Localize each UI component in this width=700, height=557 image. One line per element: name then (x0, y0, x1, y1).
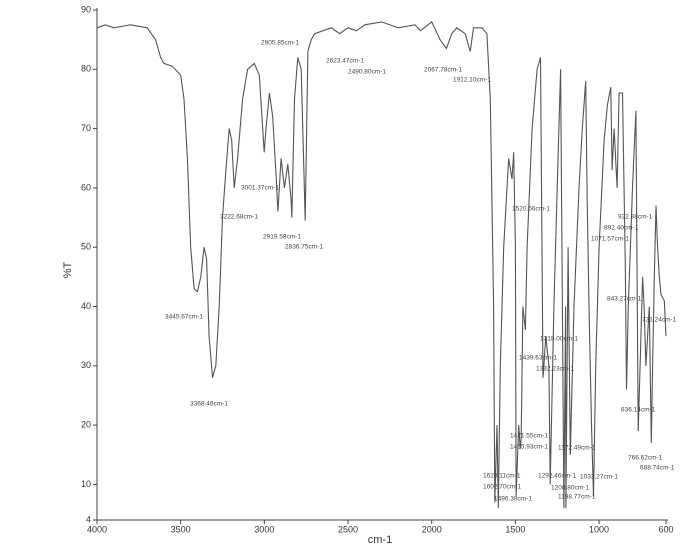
x-tick-label: 1500 (505, 524, 525, 534)
peak-annotation: 1465.93cm-1 (510, 444, 548, 451)
spectrum-line (96, 21, 667, 509)
peak-annotation: 1172.49cm-1 (558, 445, 596, 452)
peak-annotation: 3222.68cm-1 (220, 214, 258, 221)
peak-annotation: 1198.77cm-1 (558, 494, 596, 501)
peak-annotation: 922.88cm-1 (618, 214, 653, 221)
y-tick-label: 60 (81, 182, 91, 192)
peak-annotation: 836.14cm-1 (621, 407, 656, 414)
x-axis-title: cm-1 (368, 534, 392, 546)
peak-annotation: 3001.37cm-1 (241, 185, 279, 192)
peak-annotation: 3368.46cm-1 (190, 401, 228, 408)
peak-annotation: 843.27cm-1 (607, 296, 642, 303)
x-tick-label: 600 (658, 524, 673, 534)
peak-annotation: 1496.38cm-1 (494, 496, 532, 503)
peak-annotation: 2623.47cm-1 (326, 58, 364, 65)
y-tick-label: 4 (86, 514, 91, 524)
y-tick-label: 90 (81, 4, 91, 14)
y-tick-label: 80 (81, 64, 91, 74)
y-tick-label: 70 (81, 123, 91, 133)
peak-annotation: 1033.27cm-1 (580, 474, 618, 481)
y-tick-label: 40 (81, 301, 91, 311)
peak-annotation: 2905.85cm-1 (261, 40, 299, 47)
y-axis-title: %T (62, 261, 74, 278)
x-tick-label: 3000 (254, 524, 274, 534)
peak-annotation: 892.40cm-1 (604, 225, 639, 232)
peak-annotation: 688.74cm-1 (640, 465, 675, 472)
peak-annotation: 1471.55cm-1 (510, 433, 548, 440)
peak-annotation: 1318.00cm-1 (540, 336, 578, 343)
y-tick-label: 20 (81, 419, 91, 429)
peak-annotation: 2836.75cm-1 (285, 244, 323, 251)
y-tick-label: 30 (81, 360, 91, 370)
peak-annotation: 1332.23cm-1 (536, 366, 574, 373)
peak-annotation: 731.24cm-1 (642, 317, 677, 324)
peak-annotation: 3445.67cm-1 (165, 314, 203, 321)
peak-annotation: 1208.80cm-1 (551, 485, 589, 492)
peak-annotation: 1520.56cm-1 (512, 206, 550, 213)
peak-annotation: 2067.78cm-1 (424, 67, 462, 74)
peak-annotation: 2919.58cm-1 (263, 234, 301, 241)
x-tick-label: 2500 (338, 524, 358, 534)
peak-annotation: 1912.10cm-1 (453, 77, 491, 84)
x-tick-label: 3500 (171, 524, 191, 534)
peak-annotation: 1602.70cm-1 (483, 484, 521, 491)
x-tick-label: 2000 (422, 524, 442, 534)
peak-annotation: 766.62cm-1 (628, 455, 663, 462)
peak-annotation: 1071.57cm-1 (591, 236, 629, 243)
y-tick-label: 10 (81, 479, 91, 489)
peak-annotation: 2490.80cm-1 (348, 69, 386, 76)
x-tick-label: 1000 (589, 524, 609, 534)
x-tick-label: 4000 (87, 524, 107, 534)
peak-annotation: 1439.63cm-1 (519, 355, 557, 362)
peak-annotation: 1292.46cm-1 (538, 473, 576, 480)
y-tick-label: 50 (81, 242, 91, 252)
peak-annotation: 1623.11cm-1 (483, 473, 521, 480)
